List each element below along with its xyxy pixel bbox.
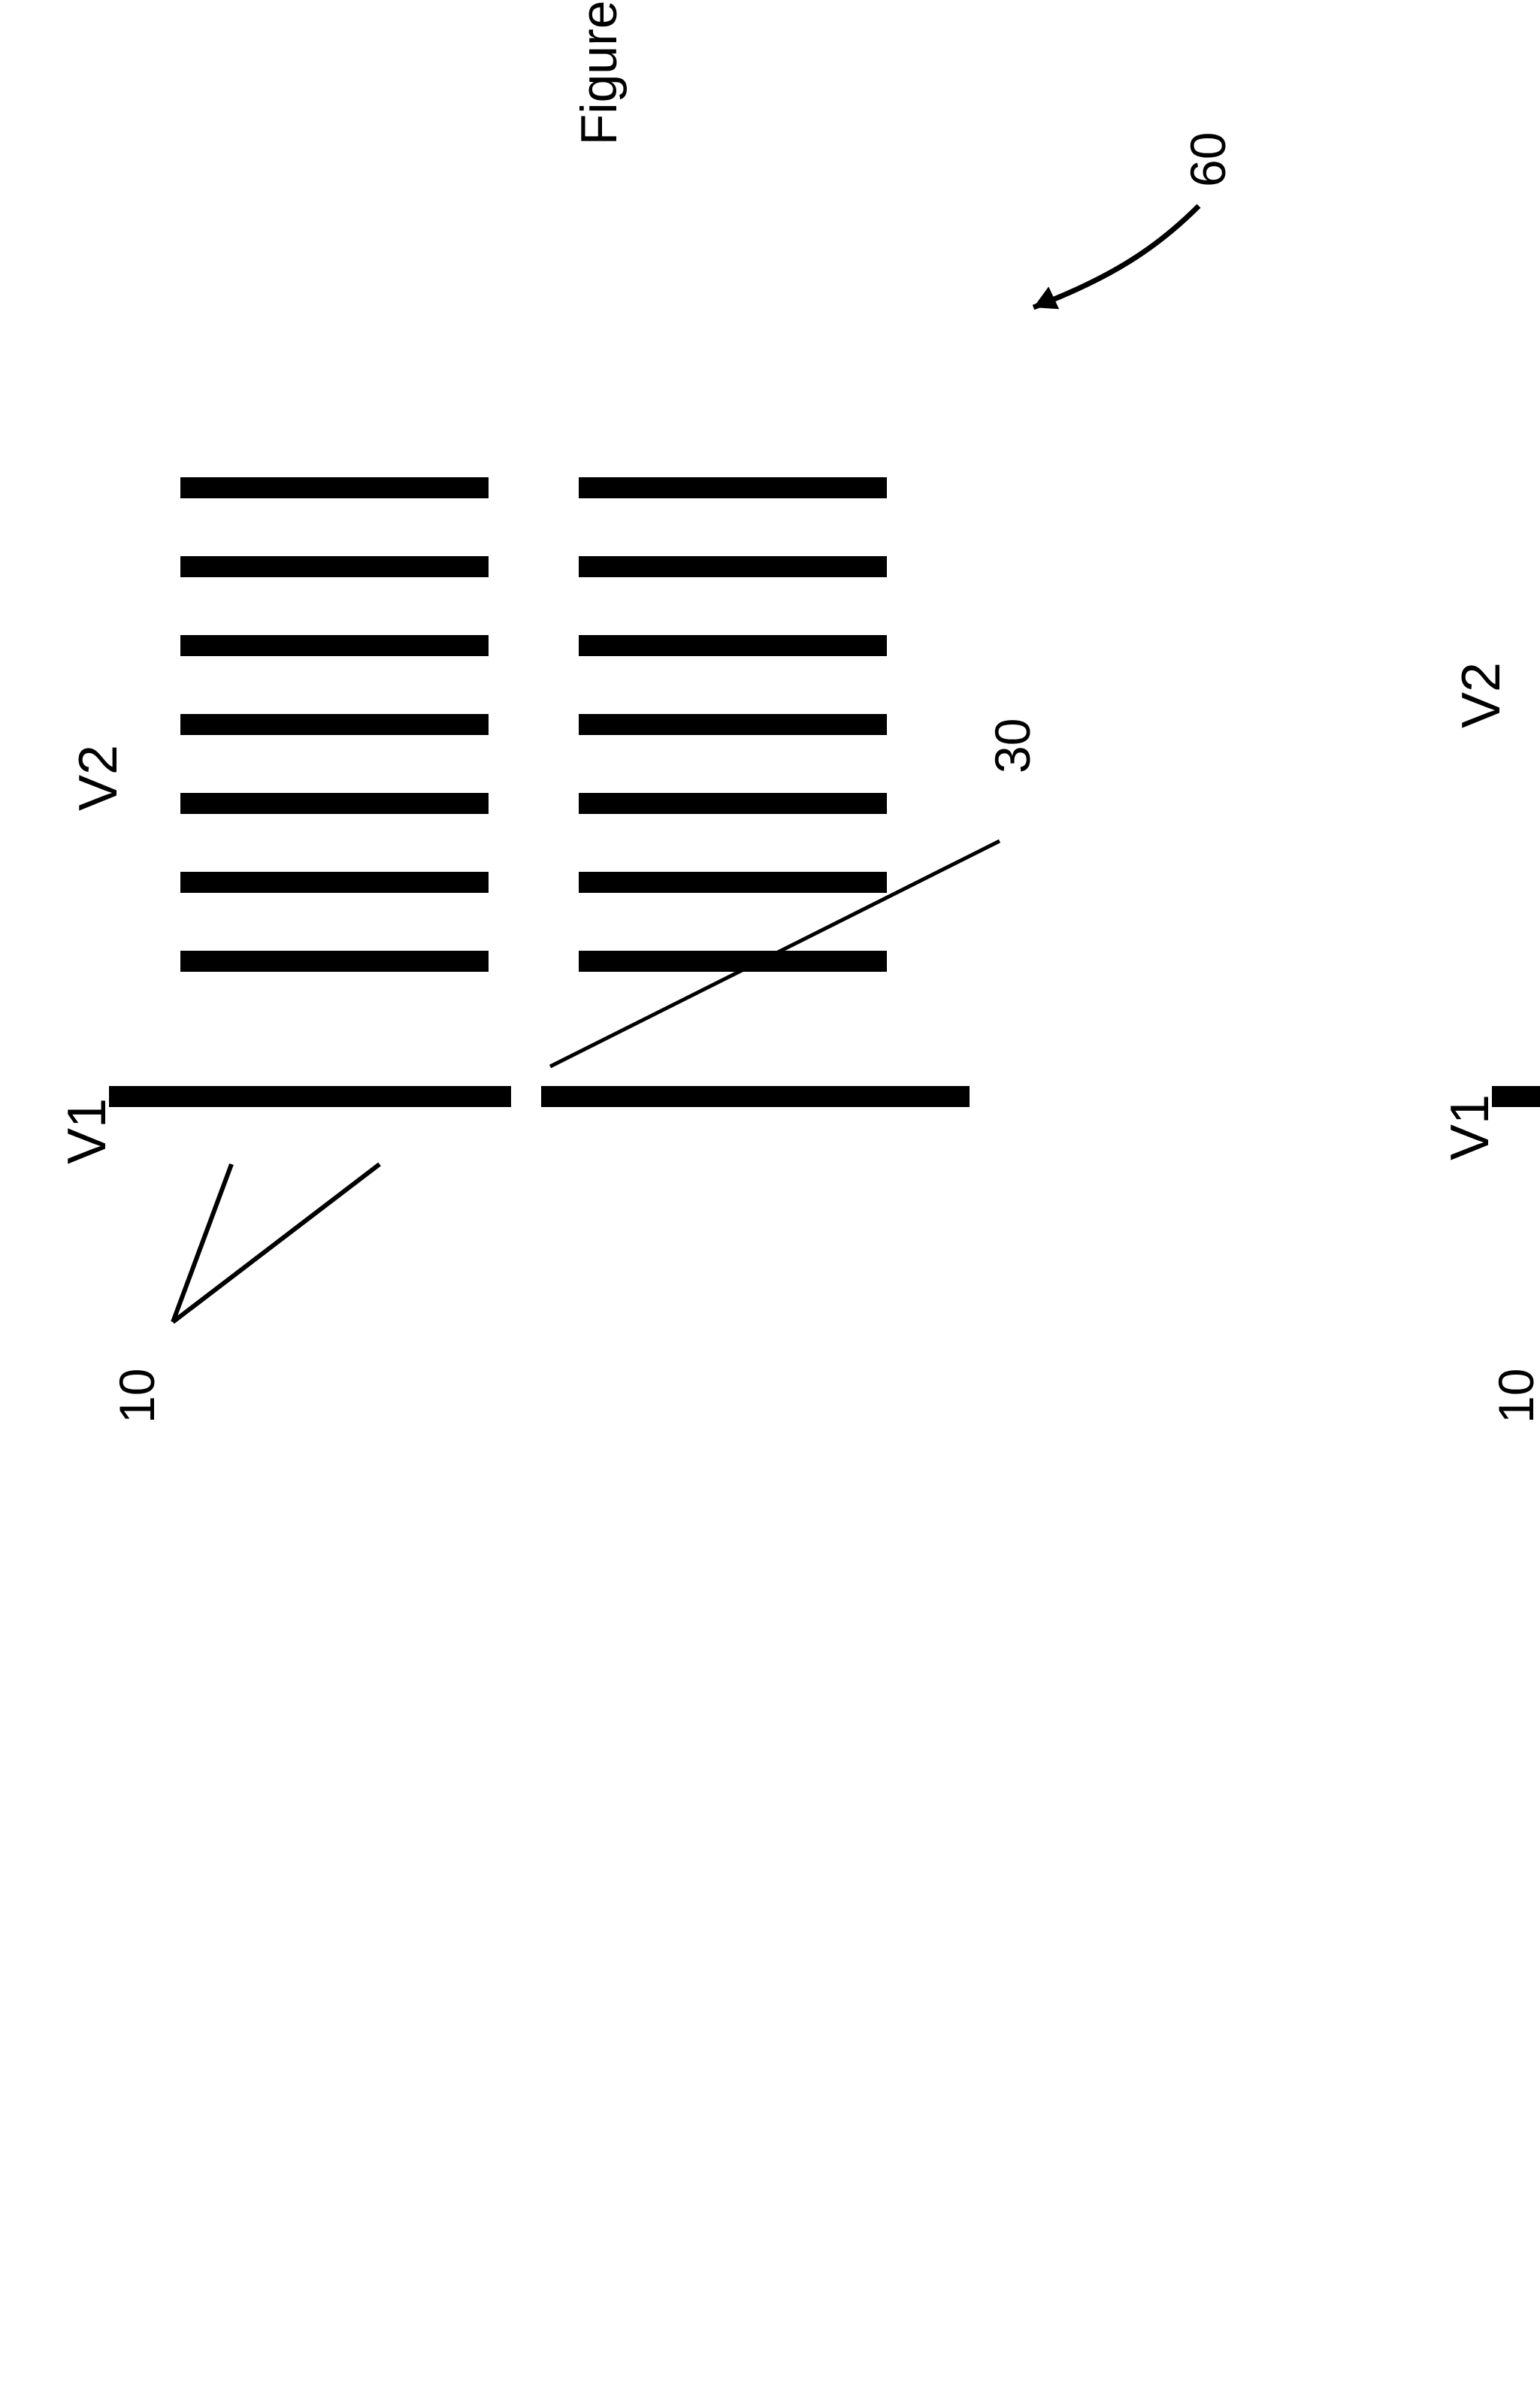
fig2-label-30: 30 [985, 719, 1040, 773]
fig3-label-10: 10 [1488, 1369, 1540, 1423]
fig2-lead60 [1033, 206, 1199, 307]
fig2-funnel-top-4 [180, 635, 489, 656]
fig2-funnel-bot-6 [579, 477, 887, 498]
fig2-funnel-bot-3 [579, 714, 887, 735]
fig2-funnel-bot-2 [579, 793, 887, 814]
fig2-funnel-top-6 [180, 477, 489, 498]
fig3-label-v2: V2 [1451, 662, 1511, 728]
fig3-label-v1: V1 [1440, 1094, 1500, 1160]
fig2-label-v2: V2 [68, 745, 129, 811]
fig2-label-v1: V1 [57, 1098, 117, 1164]
fig2-label-60: 60 [1180, 132, 1236, 187]
fig2-funnel-top-2 [180, 793, 489, 814]
fig2-aperture-top [109, 1086, 511, 1107]
fig2-funnel-top-1 [180, 872, 489, 893]
fig2-funnel-top-5 [180, 556, 489, 577]
fig2-caption: Figure 2. [570, 0, 628, 145]
fig2-funnel-bot-1 [579, 872, 887, 893]
fig2-funnel-bot-5 [579, 556, 887, 577]
fig2-funnel-top-3 [180, 714, 489, 735]
fig2-funnel-top-0 [180, 951, 489, 972]
fig2-funnel-bot-4 [579, 635, 887, 656]
fig2-label-10: 10 [109, 1369, 165, 1423]
fig2-aperture-bottom [541, 1086, 970, 1107]
fig2-funnel-bot-0 [579, 951, 887, 972]
